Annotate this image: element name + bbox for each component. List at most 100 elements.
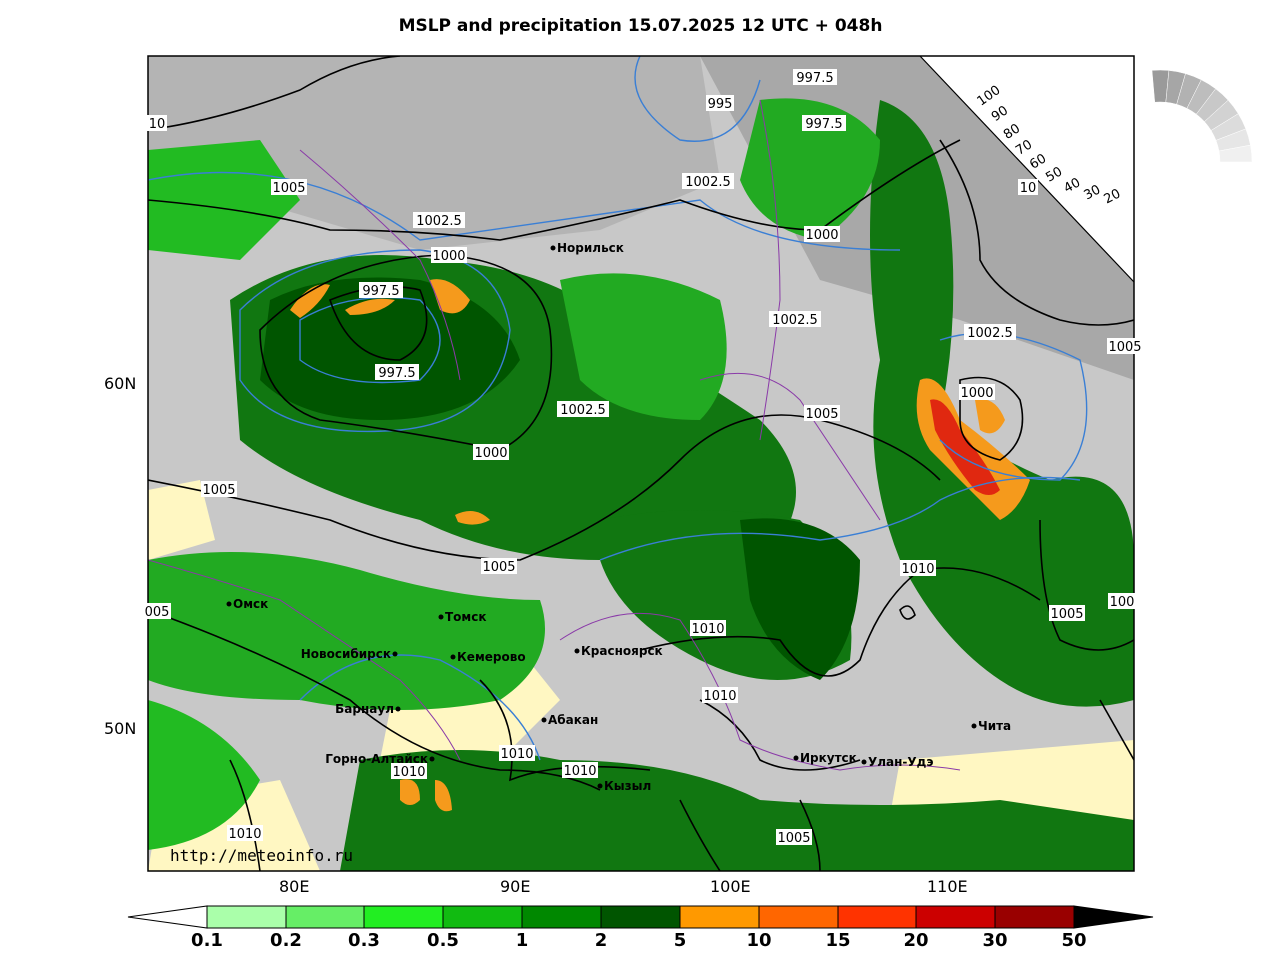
lon-label: 100E [710, 877, 751, 896]
legend-label: 0.5 [427, 930, 459, 951]
city-label: Норильск [557, 241, 624, 255]
city-marker [861, 759, 867, 765]
heavy-precip [975, 399, 1005, 434]
legend-swatch [442, 905, 523, 929]
map-frame-diagonal [919, 55, 1135, 283]
isobar-label-bg [1108, 593, 1136, 609]
legend-swatch [915, 905, 996, 929]
cloud-scale-label: 60 [1027, 151, 1049, 172]
legend-swatch [679, 905, 760, 929]
cloud-scale-label: 40 [1061, 175, 1083, 196]
heavy-precip [435, 780, 452, 812]
city-marker [429, 756, 435, 762]
legend-swatch [363, 905, 444, 929]
precip-area [740, 518, 860, 680]
isobar-label-bg [413, 212, 465, 228]
isobar-label-bg [690, 620, 726, 636]
legend-swatch [994, 905, 1075, 929]
isobar-label: 1005 [272, 181, 305, 196]
isobar-label-bg [1049, 605, 1085, 621]
isobar-label-bg [964, 324, 1016, 340]
isobar-label: 1000 [432, 249, 465, 264]
legend-label: 1 [515, 930, 529, 951]
precip-area [148, 700, 260, 850]
isobar-label-bg [499, 745, 535, 761]
precip-area [560, 273, 727, 420]
city-label: Томск [445, 610, 487, 624]
chart-title: MSLP and precipitation 15.07.2025 12 UTC… [398, 16, 883, 36]
isobar-label: 1000 [805, 228, 838, 243]
city-label: Абакан [548, 713, 598, 727]
city-label: Иркутск [800, 751, 857, 765]
isobar-label-bg [802, 115, 846, 131]
precip-area [148, 140, 300, 260]
legend-label: 0.2 [270, 930, 302, 951]
isobar-label: 1002.5 [967, 326, 1013, 341]
isobar-label-bg [431, 247, 467, 263]
isobar-label-bg [271, 179, 307, 195]
city-marker [438, 614, 444, 620]
legend-arrow-high [1073, 905, 1154, 929]
isobar-label: 1005 [777, 831, 810, 846]
isobar-label: 1010 [228, 827, 261, 842]
isobar-label: 1010 [703, 689, 736, 704]
city-label: Красноярск [581, 644, 663, 658]
isobar-label-bg [481, 558, 517, 574]
cloud-scale-label: 50 [1043, 164, 1065, 185]
isobar-label: 1010 [691, 622, 724, 637]
isobar-label: 10 [149, 117, 166, 132]
legend-arrow-low [127, 905, 208, 929]
heavy-precip [345, 298, 395, 315]
heavy-precip [930, 399, 1000, 495]
city-marker [550, 245, 556, 251]
city-label: Омск [233, 597, 268, 611]
isobar-label: 997.5 [796, 71, 833, 86]
city-marker [597, 783, 603, 789]
precip-area [340, 750, 1134, 871]
isobar-label: 1002.5 [685, 175, 731, 190]
city-label: Улан-Удэ [868, 755, 933, 769]
isobar-label-bg [391, 763, 427, 779]
isobar-label-bg [706, 95, 734, 111]
isobar-label-bg [375, 364, 419, 380]
isobar-label-bg [959, 384, 995, 400]
city-marker [226, 601, 232, 607]
city-marker [450, 654, 456, 660]
isobar-label: 1010 [901, 562, 934, 577]
isobar-label-bg [143, 603, 171, 619]
legend-label: 5 [673, 930, 687, 951]
isobar-label: 1002.5 [772, 313, 818, 328]
isobar-label-bg [702, 687, 738, 703]
isobar-label: 1010 [392, 765, 425, 780]
lon-label: 90E [500, 877, 531, 896]
isobar-label-bg [776, 829, 812, 845]
isobar-label: 1002.5 [416, 214, 462, 229]
heavy-precip [290, 284, 330, 318]
isobar-label: 1005 [482, 560, 515, 575]
cloud-scale-segment [1218, 144, 1253, 163]
map-frame [147, 55, 1135, 872]
isobar-label: 100 [1110, 595, 1135, 610]
heavy-precip [400, 779, 420, 805]
isobar-label: 997.5 [362, 284, 399, 299]
city-label: Горно-Алтайск [325, 752, 428, 766]
isobar-label-bg [793, 69, 837, 85]
isobar-label: 997.5 [378, 366, 415, 381]
precip-area [260, 277, 520, 420]
borders [148, 99, 961, 771]
city-label: Барнаул [335, 702, 394, 716]
legend-swatch [521, 905, 602, 929]
city-label: Кемерово [457, 650, 526, 664]
isobar-label-bg [359, 282, 403, 298]
precip-area [148, 552, 545, 710]
isobar-label: 1005 [1050, 607, 1083, 622]
isobar-label-bg [562, 762, 598, 778]
legend-bar [127, 905, 1154, 929]
isobar-label: 1000 [474, 446, 507, 461]
isobar-label: 1000 [960, 386, 993, 401]
city-marker [392, 651, 398, 657]
legend-label: 10 [746, 930, 772, 951]
legend-swatch [758, 905, 839, 929]
isobar-label-bg [201, 481, 237, 497]
isobar-label-bg [227, 825, 263, 841]
